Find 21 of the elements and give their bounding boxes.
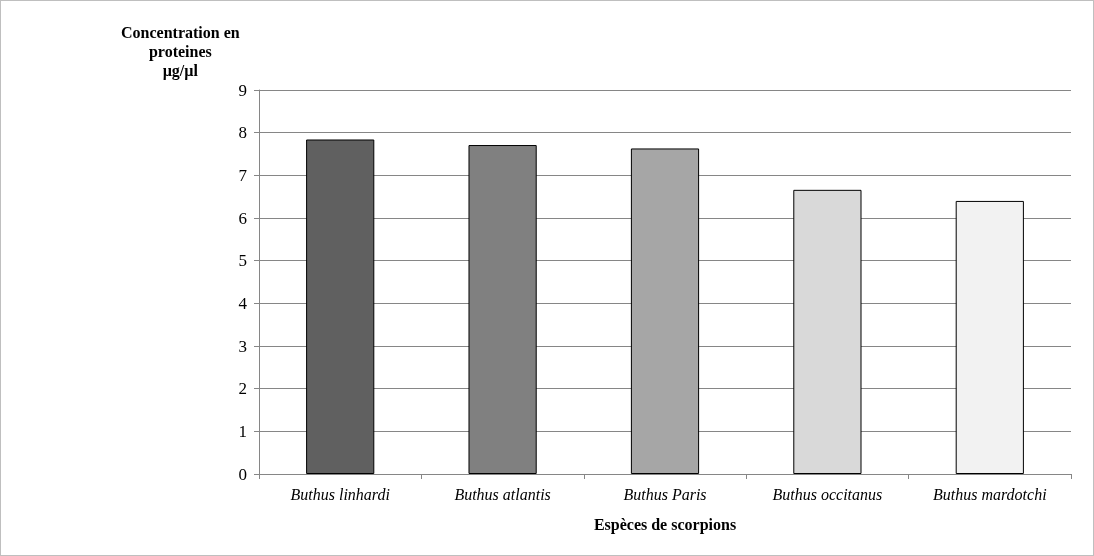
x-axis-title: Espèces de scorpions — [593, 515, 737, 534]
bar — [955, 200, 1024, 474]
y-tick-label: 4 — [238, 293, 248, 313]
y-tick-label: 9 — [238, 80, 247, 100]
y-tick-label: 1 — [238, 421, 247, 441]
x-tick-label: Buthus atlantis — [454, 485, 551, 503]
y-tick-label: 3 — [238, 336, 247, 356]
x-tick-label: Buthus occitanus — [772, 485, 883, 503]
x-tick-label: Buthus Paris — [623, 485, 707, 503]
y-axis-title: Concentration en proteines µg/µl — [121, 24, 240, 80]
bar — [793, 189, 862, 474]
x-tick-label: Buthus mardotchi — [932, 485, 1047, 503]
y-tick-label: 8 — [238, 123, 247, 143]
bar — [306, 139, 375, 474]
y-tick-label: 2 — [238, 379, 247, 399]
y-tick-label: 7 — [238, 165, 248, 185]
x-tick-label: Buthus linhardi — [290, 485, 390, 503]
bar — [630, 148, 700, 474]
y-tick-label: 5 — [238, 251, 247, 271]
y-tick-label: 6 — [238, 208, 247, 228]
y-tick-label: 0 — [238, 464, 247, 484]
